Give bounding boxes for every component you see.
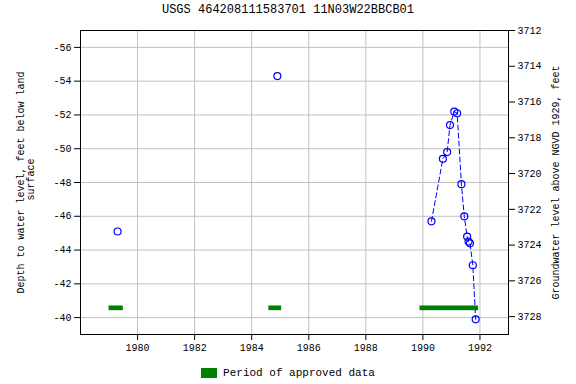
svg-text:-44: -44 <box>53 245 71 256</box>
html-text:USGS 464208111583701 11N03W22B: USGS 464208111583701 11N03W22BBCB01 <box>162 3 414 17</box>
svg-text:3728: 3728 <box>518 312 542 323</box>
svg-text:3720: 3720 <box>518 169 542 180</box>
svg-text:-52: -52 <box>53 110 71 121</box>
svg-text:-54: -54 <box>53 76 71 87</box>
svg-text:-56: -56 <box>53 43 71 54</box>
svg-text:1982: 1982 <box>183 343 207 354</box>
svg-text:-42: -42 <box>53 279 71 290</box>
svg-text:1986: 1986 <box>297 343 321 354</box>
svg-text:1984: 1984 <box>240 343 264 354</box>
svg-text:3724: 3724 <box>518 240 542 251</box>
svg-text:3726: 3726 <box>518 276 542 287</box>
svg-text:3722: 3722 <box>518 205 542 216</box>
svg-text:-46: -46 <box>53 211 71 222</box>
svg-text:-50: -50 <box>53 144 71 155</box>
svg-text:Groundwater level above NGVD 1: Groundwater level above NGVD 1929, feet <box>551 65 562 299</box>
svg-text:3714: 3714 <box>518 61 542 72</box>
svg-text:3716: 3716 <box>518 97 542 108</box>
svg-text:-48: -48 <box>53 178 71 189</box>
svg-text:-40: -40 <box>53 313 71 324</box>
svg-text:3712: 3712 <box>518 26 542 37</box>
svg-text:3718: 3718 <box>518 133 542 144</box>
svg-text:1990: 1990 <box>411 343 435 354</box>
svg-text:1980: 1980 <box>126 343 150 354</box>
svg-text:1988: 1988 <box>354 343 378 354</box>
svg-text:1992: 1992 <box>468 343 492 354</box>
html-text:Period of approved data: Period of approved data <box>223 367 375 379</box>
svg-text:Depth to water level, feet bel: Depth to water level, feet below land su… <box>16 71 37 293</box>
